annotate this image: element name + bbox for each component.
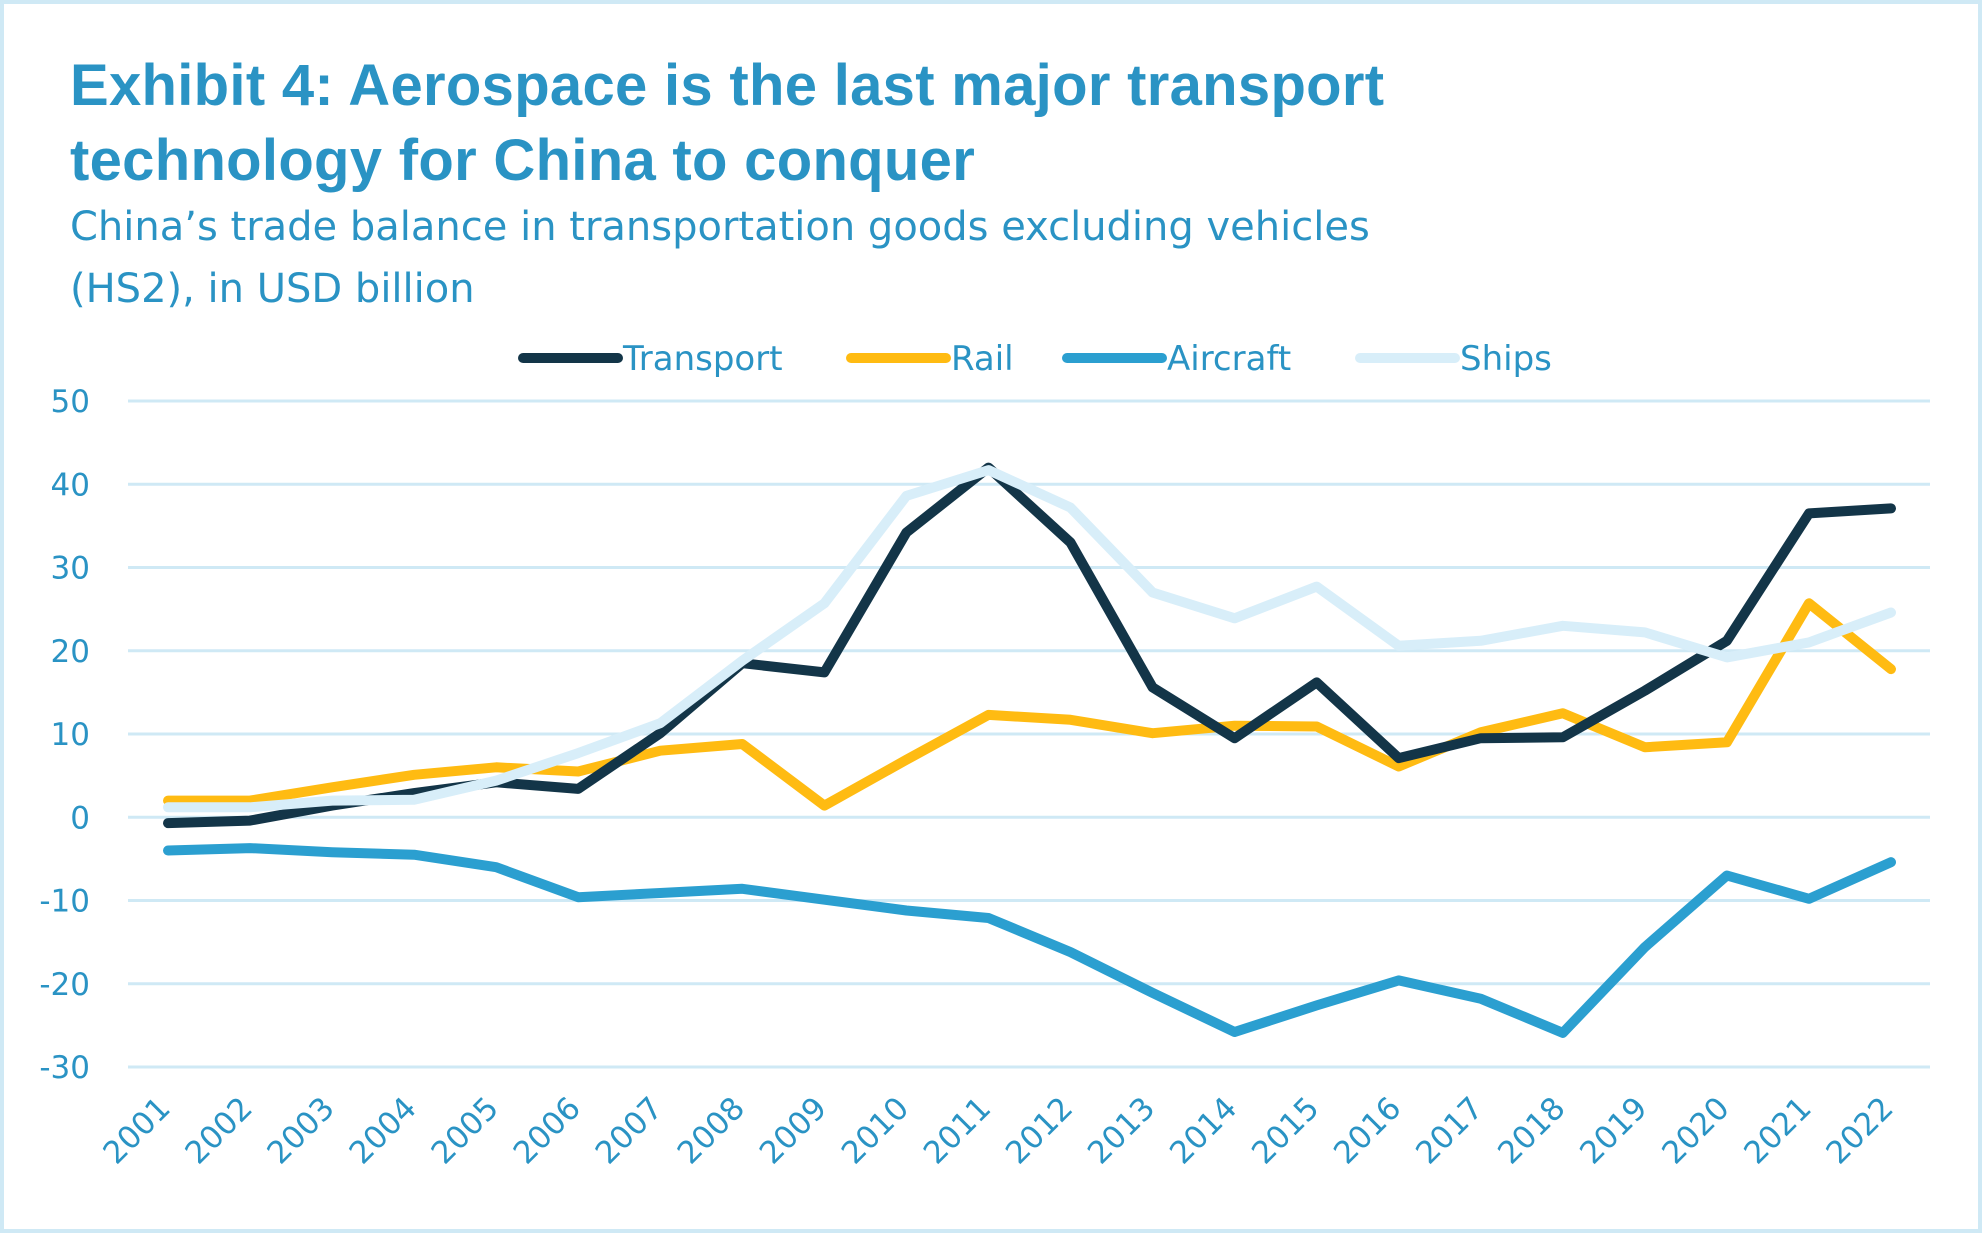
- series-line-rail: [163, 598, 1896, 811]
- chart-title-line-2: technology for China to conquer: [70, 128, 976, 193]
- legend-label: Rail: [951, 339, 1014, 379]
- legend: Transport Rail Aircraft Ships: [518, 339, 1552, 379]
- x-tick-label: 2015: [1245, 1090, 1326, 1171]
- legend-item-transport: Transport: [518, 339, 783, 379]
- legend-label: Ships: [1460, 339, 1552, 379]
- gridlines: [128, 399, 1930, 1069]
- x-tick-label: 2020: [1655, 1090, 1736, 1171]
- y-tick-label: 20: [51, 634, 90, 670]
- y-tick-label: 50: [51, 384, 90, 420]
- chart-subtitle-line-1: China’s trade balance in transportation …: [70, 204, 1370, 250]
- x-tick-label: 2013: [1081, 1090, 1162, 1171]
- legend-item-ships: Ships: [1355, 339, 1552, 379]
- x-tick-label: 2014: [1163, 1090, 1244, 1171]
- y-tick-label: 30: [51, 551, 90, 587]
- chart-title: Exhibit 4: Aerospace is the last major t…: [70, 48, 1384, 198]
- series-lines: [163, 462, 1896, 1038]
- x-tick-label: 2001: [96, 1090, 177, 1171]
- x-axis-ticks: 2001 2002 2003 2004 2005 2006 2007 2008 2009 2010…: [96, 1090, 1900, 1171]
- series-line-ships: [163, 465, 1896, 813]
- legend-label: Aircraft: [1167, 339, 1291, 379]
- chart-subtitle: China’s trade balance in transportation …: [70, 196, 1370, 320]
- y-axis-ticks: 50 40 30 20 10 0 -10 -20 -30: [39, 384, 90, 1086]
- y-tick-label: -30: [39, 1050, 90, 1086]
- x-tick-label: 2006: [507, 1090, 588, 1171]
- x-tick-label: 2007: [589, 1090, 670, 1171]
- y-tick-label: -10: [39, 884, 90, 920]
- y-tick-label: 10: [51, 717, 90, 753]
- legend-label: Transport: [622, 339, 783, 379]
- x-tick-label: 2009: [753, 1090, 834, 1171]
- x-tick-label: 2002: [178, 1090, 259, 1171]
- x-tick-label: 2017: [1409, 1090, 1490, 1171]
- x-tick-label: 2019: [1573, 1090, 1654, 1171]
- legend-item-rail: Rail: [846, 339, 1014, 379]
- x-tick-label: 2004: [343, 1090, 424, 1171]
- x-tick-label: 2010: [835, 1090, 916, 1171]
- chart-title-line-1: Exhibit 4: Aerospace is the last major t…: [70, 53, 1385, 118]
- x-tick-label: 2012: [999, 1090, 1080, 1171]
- x-tick-label: 2003: [261, 1090, 342, 1171]
- x-tick-label: 2021: [1737, 1090, 1818, 1171]
- y-tick-label: 40: [51, 467, 90, 503]
- y-tick-label: -20: [39, 967, 90, 1003]
- y-tick-label: 0: [70, 800, 90, 836]
- x-tick-label: 2008: [671, 1090, 752, 1171]
- chart-subtitle-line-2: (HS2), in USD billion: [70, 266, 475, 312]
- x-tick-label: 2018: [1491, 1090, 1572, 1171]
- series-line-aircraft: [163, 843, 1896, 1038]
- x-tick-label: 2022: [1819, 1090, 1900, 1171]
- x-tick-label: 2016: [1327, 1090, 1408, 1171]
- x-tick-label: 2005: [425, 1090, 506, 1171]
- x-tick-label: 2011: [917, 1090, 998, 1171]
- legend-item-aircraft: Aircraft: [1062, 339, 1291, 379]
